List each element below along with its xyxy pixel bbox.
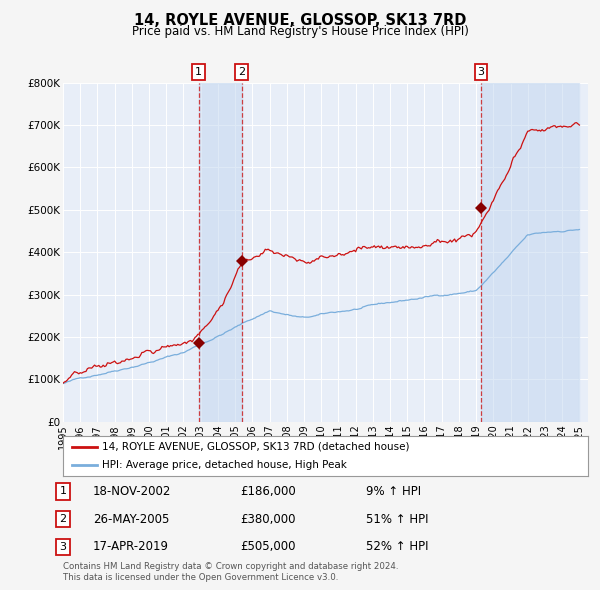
Text: 17-APR-2019: 17-APR-2019 bbox=[93, 540, 169, 553]
Text: 1: 1 bbox=[195, 67, 202, 77]
Text: 3: 3 bbox=[59, 542, 67, 552]
Text: 26-MAY-2005: 26-MAY-2005 bbox=[93, 513, 169, 526]
Text: Contains HM Land Registry data © Crown copyright and database right 2024.
This d: Contains HM Land Registry data © Crown c… bbox=[63, 562, 398, 582]
Text: 3: 3 bbox=[478, 67, 485, 77]
Bar bbox=[481, 83, 580, 422]
Text: 1: 1 bbox=[59, 487, 67, 496]
Bar bbox=[199, 83, 242, 422]
Text: 2: 2 bbox=[238, 67, 245, 77]
Text: Price paid vs. HM Land Registry's House Price Index (HPI): Price paid vs. HM Land Registry's House … bbox=[131, 25, 469, 38]
Text: HPI: Average price, detached house, High Peak: HPI: Average price, detached house, High… bbox=[103, 460, 347, 470]
Text: 9% ↑ HPI: 9% ↑ HPI bbox=[366, 485, 421, 498]
Text: 2: 2 bbox=[59, 514, 67, 524]
Text: 18-NOV-2002: 18-NOV-2002 bbox=[93, 485, 172, 498]
Text: £505,000: £505,000 bbox=[240, 540, 296, 553]
Text: 14, ROYLE AVENUE, GLOSSOP, SK13 7RD: 14, ROYLE AVENUE, GLOSSOP, SK13 7RD bbox=[134, 13, 466, 28]
Text: 51% ↑ HPI: 51% ↑ HPI bbox=[366, 513, 428, 526]
Text: 52% ↑ HPI: 52% ↑ HPI bbox=[366, 540, 428, 553]
Text: 14, ROYLE AVENUE, GLOSSOP, SK13 7RD (detached house): 14, ROYLE AVENUE, GLOSSOP, SK13 7RD (det… bbox=[103, 442, 410, 452]
Text: £380,000: £380,000 bbox=[240, 513, 296, 526]
Text: £186,000: £186,000 bbox=[240, 485, 296, 498]
